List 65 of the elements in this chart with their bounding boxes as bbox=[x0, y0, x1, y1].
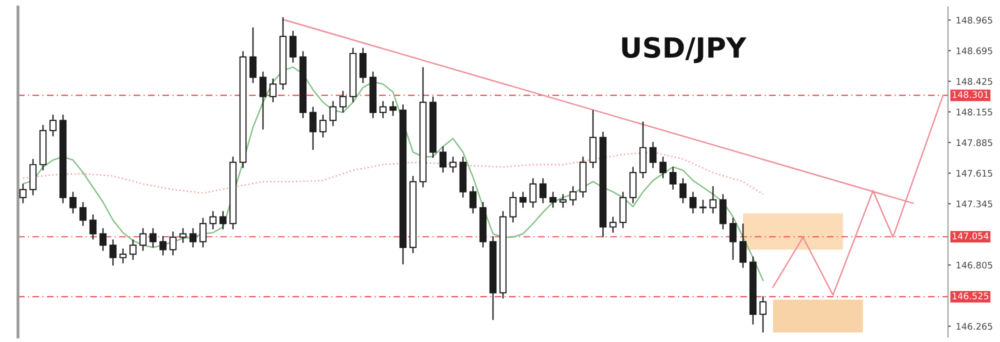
candlestick bbox=[609, 216, 617, 234]
candlestick bbox=[689, 191, 697, 214]
candlestick bbox=[679, 178, 687, 204]
y-tick-label: 148.155 bbox=[956, 108, 992, 116]
candlestick bbox=[329, 100, 337, 127]
candlestick bbox=[729, 217, 737, 261]
y-tick-label: 148.695 bbox=[956, 47, 992, 54]
candlestick bbox=[529, 178, 537, 208]
candlestick bbox=[709, 186, 717, 214]
ref-line-label: 147.054 bbox=[952, 232, 989, 240]
candlestick bbox=[99, 228, 107, 252]
candlestick bbox=[119, 248, 127, 264]
y-tick-label: 148.965 bbox=[956, 16, 992, 24]
candlestick bbox=[79, 201, 87, 226]
text: USD/JPY bbox=[622, 36, 747, 64]
candlestick bbox=[309, 106, 317, 151]
candlestick bbox=[759, 296, 767, 334]
candlestick bbox=[159, 235, 167, 256]
candlestick bbox=[289, 30, 297, 64]
candlestick bbox=[319, 114, 327, 138]
candlestick bbox=[739, 222, 747, 268]
candlestick bbox=[219, 210, 227, 230]
candlestick bbox=[129, 238, 137, 261]
ref-line-label: 146.525 bbox=[952, 292, 988, 300]
candlestick bbox=[149, 228, 157, 248]
candlestick bbox=[469, 186, 477, 214]
candlestick bbox=[199, 217, 207, 248]
candlestick bbox=[439, 146, 447, 174]
candlestick bbox=[509, 191, 517, 224]
candlestick bbox=[179, 228, 187, 244]
candlestick bbox=[389, 100, 397, 116]
candlestick bbox=[49, 114, 57, 137]
candlestick bbox=[169, 230, 177, 256]
line-series bbox=[22, 66, 764, 281]
candlestick bbox=[89, 214, 97, 240]
candlestick bbox=[269, 78, 277, 103]
ref-line-label: 148.301 bbox=[952, 91, 988, 98]
candlestick bbox=[649, 141, 657, 169]
candlestick bbox=[69, 191, 77, 214]
candlestick bbox=[569, 186, 577, 206]
candlestick bbox=[449, 156, 457, 174]
candlestick bbox=[209, 210, 217, 230]
y-tick-label: 146.805 bbox=[956, 262, 992, 269]
candlestick bbox=[669, 166, 677, 190]
candlestick bbox=[249, 26, 257, 84]
y-tick-label: 147.345 bbox=[956, 200, 992, 208]
candlestick bbox=[359, 47, 367, 84]
y-tick-label: 148.425 bbox=[956, 78, 992, 85]
y-tick-label: 147.615 bbox=[956, 170, 992, 177]
candlestick bbox=[519, 191, 527, 208]
candlestick bbox=[549, 191, 557, 208]
candlestick bbox=[719, 193, 727, 230]
candlestick bbox=[699, 199, 707, 214]
candlestick bbox=[189, 228, 197, 248]
y-tick-label: 146.265 bbox=[956, 322, 992, 330]
candlestick bbox=[19, 183, 27, 204]
candlestick bbox=[139, 228, 147, 252]
candlestick bbox=[659, 156, 667, 179]
candlestick bbox=[539, 178, 547, 204]
candlestick bbox=[109, 238, 117, 266]
candlestick bbox=[379, 100, 387, 119]
candlestick bbox=[259, 71, 267, 130]
candlestick bbox=[559, 193, 567, 208]
y-tick-label: 147.885 bbox=[956, 139, 992, 146]
candlestick bbox=[339, 90, 347, 114]
